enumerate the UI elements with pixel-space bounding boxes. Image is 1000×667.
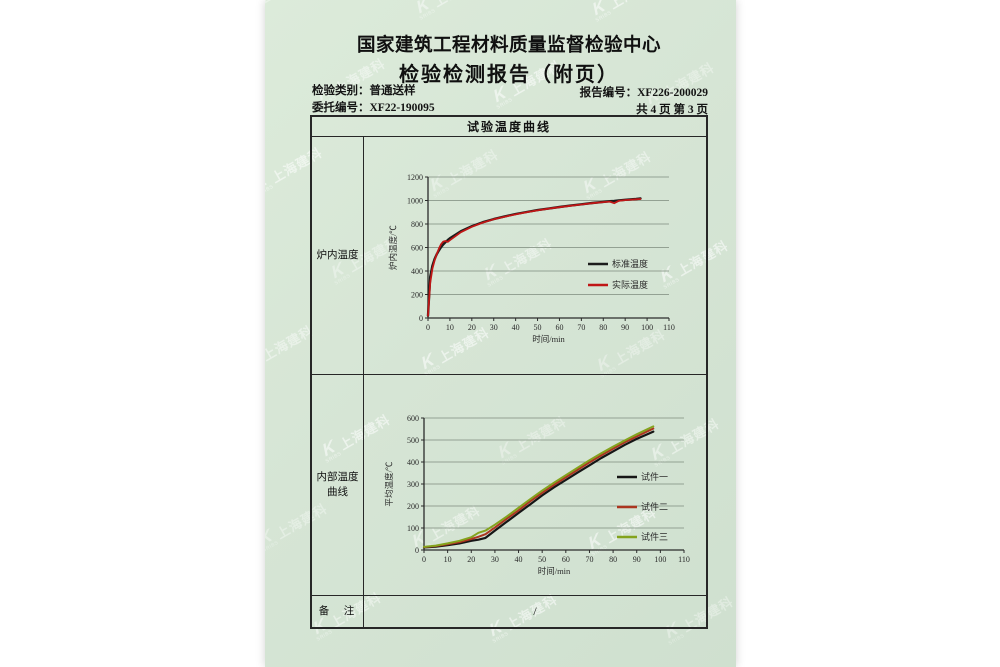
table-row: 炉内温度 0 10 20 30 40 50 60 70 80 90 100 110 0 200 400 600… bbox=[312, 137, 706, 375]
remarks-value: / bbox=[533, 604, 537, 618]
commission-value: XF22-190095 bbox=[369, 102, 435, 114]
x-tick-label: 10 bbox=[446, 323, 454, 332]
report-content: 国家建筑工程材料质量监督检验中心 检验检测报告（附页） 检验类别：普通送样 委托… bbox=[265, 0, 736, 667]
legend-label: 实际温度 bbox=[612, 279, 648, 290]
category-line: 检验类别：普通送样 bbox=[312, 83, 435, 100]
x-tick-label: 50 bbox=[534, 323, 542, 332]
legend-label: 试件一 bbox=[641, 471, 668, 482]
y-tick-label: 200 bbox=[411, 290, 423, 299]
furnace-temperature-chart: 0 10 20 30 40 50 60 70 80 90 100 110 0 200 400 600 800 10… bbox=[388, 173, 675, 344]
x-tick-label: 40 bbox=[515, 555, 523, 564]
x-tick-label: 60 bbox=[562, 555, 570, 564]
x-tick-label: 50 bbox=[538, 555, 546, 564]
meta-left: 检验类别：普通送样 委托编号：XF22-190095 bbox=[312, 83, 435, 117]
x-tick-label: 40 bbox=[512, 323, 520, 332]
internal-chart-cell: 0 10 20 30 40 50 60 70 80 90 100 110 0 100 200 300 400 50… bbox=[364, 375, 706, 595]
x-tick-label: 20 bbox=[467, 555, 475, 564]
x-tick-label: 100 bbox=[654, 555, 666, 564]
x-axis-title: 时间/min bbox=[532, 334, 565, 344]
commission-label: 委托编号： bbox=[312, 102, 370, 114]
table-row: 备 注 / bbox=[312, 596, 706, 627]
org-title: 国家建筑工程材料质量监督检验中心 bbox=[356, 34, 661, 55]
report-no-label: 报告编号： bbox=[579, 87, 638, 99]
report-no-value: XF226-200029 bbox=[637, 87, 708, 99]
x-tick-label: 60 bbox=[555, 323, 563, 332]
x-tick-label: 90 bbox=[633, 555, 641, 564]
furnace-chart-cell: 0 10 20 30 40 50 60 70 80 90 100 110 0 200 400 600 800 10… bbox=[364, 137, 706, 374]
y-tick-label: 800 bbox=[411, 220, 423, 229]
result-table: 试验温度曲线 炉内温度 0 10 20 30 40 50 60 70 80 90 100 110 0 20… bbox=[310, 115, 708, 629]
row-label-remarks: 备 注 bbox=[312, 596, 364, 627]
y-tick-label: 200 bbox=[407, 502, 419, 511]
x-tick-label: 0 bbox=[426, 323, 430, 332]
y-tick-label: 400 bbox=[407, 458, 419, 467]
table-row: 内部温度曲线 0 10 20 30 40 50 60 70 80 90 100 110 0 100 200 3… bbox=[312, 375, 706, 596]
y-tick-label: 400 bbox=[411, 267, 423, 276]
legend-label: 试件三 bbox=[641, 531, 668, 542]
row-label-furnace: 炉内温度 bbox=[312, 137, 364, 374]
report-title: 检验检测报告（附页） bbox=[399, 64, 619, 86]
y-tick-label: 1200 bbox=[407, 173, 423, 182]
x-tick-label: 10 bbox=[444, 555, 452, 564]
series-line-1 bbox=[426, 197, 642, 317]
y-tick-label: 500 bbox=[407, 436, 419, 445]
x-tick-label: 80 bbox=[609, 555, 617, 564]
y-tick-label: 0 bbox=[415, 546, 419, 555]
x-tick-label: 70 bbox=[577, 323, 585, 332]
table-title-cell: 试验温度曲线 bbox=[312, 117, 706, 137]
x-tick-label: 30 bbox=[490, 323, 498, 332]
series-line-2 bbox=[423, 427, 655, 549]
meta-right: 报告编号：XF226-200029 共 4 页 第 3 页 bbox=[580, 85, 708, 119]
y-tick-label: 600 bbox=[411, 243, 423, 252]
x-tick-label: 80 bbox=[599, 323, 607, 332]
x-tick-label: 110 bbox=[678, 555, 690, 564]
pagination: 共 4 页 第 3 页 bbox=[636, 104, 708, 116]
y-tick-label: 0 bbox=[419, 314, 423, 323]
y-tick-label: 1000 bbox=[407, 196, 423, 205]
report-page: KSRIBS上海建科KSRIBS上海建科KSRIBS上海建科KSRIBS上海建科… bbox=[265, 0, 736, 667]
x-tick-label: 110 bbox=[663, 323, 675, 332]
y-axis-title: 平均温度/℃ bbox=[384, 461, 394, 506]
legend-label: 试件二 bbox=[641, 501, 668, 512]
row-label-internal: 内部温度曲线 bbox=[312, 375, 364, 595]
category-value: 普通送样 bbox=[369, 85, 416, 97]
x-tick-label: 30 bbox=[491, 555, 499, 564]
x-tick-label: 70 bbox=[585, 555, 593, 564]
y-tick-label: 300 bbox=[407, 480, 419, 489]
commission-line: 委托编号：XF22-190095 bbox=[312, 100, 435, 117]
series-line-2 bbox=[427, 198, 642, 317]
category-label: 检验类别： bbox=[312, 85, 370, 97]
y-axis-title: 炉内温度/℃ bbox=[388, 225, 398, 270]
x-axis-title: 时间/min bbox=[538, 566, 571, 576]
x-tick-label: 90 bbox=[621, 323, 629, 332]
x-tick-label: 0 bbox=[422, 555, 426, 564]
report-no-line: 报告编号：XF226-200029 bbox=[580, 85, 708, 102]
series-line-1 bbox=[422, 430, 655, 549]
x-tick-label: 100 bbox=[641, 323, 653, 332]
internal-temperature-chart: 0 10 20 30 40 50 60 70 80 90 100 110 0 100 200 300 400 50… bbox=[384, 414, 690, 576]
series-line-3 bbox=[423, 425, 655, 548]
y-tick-label: 600 bbox=[407, 414, 419, 423]
legend-label: 标准温度 bbox=[612, 258, 648, 269]
y-tick-label: 100 bbox=[407, 524, 419, 533]
x-tick-label: 20 bbox=[468, 323, 476, 332]
